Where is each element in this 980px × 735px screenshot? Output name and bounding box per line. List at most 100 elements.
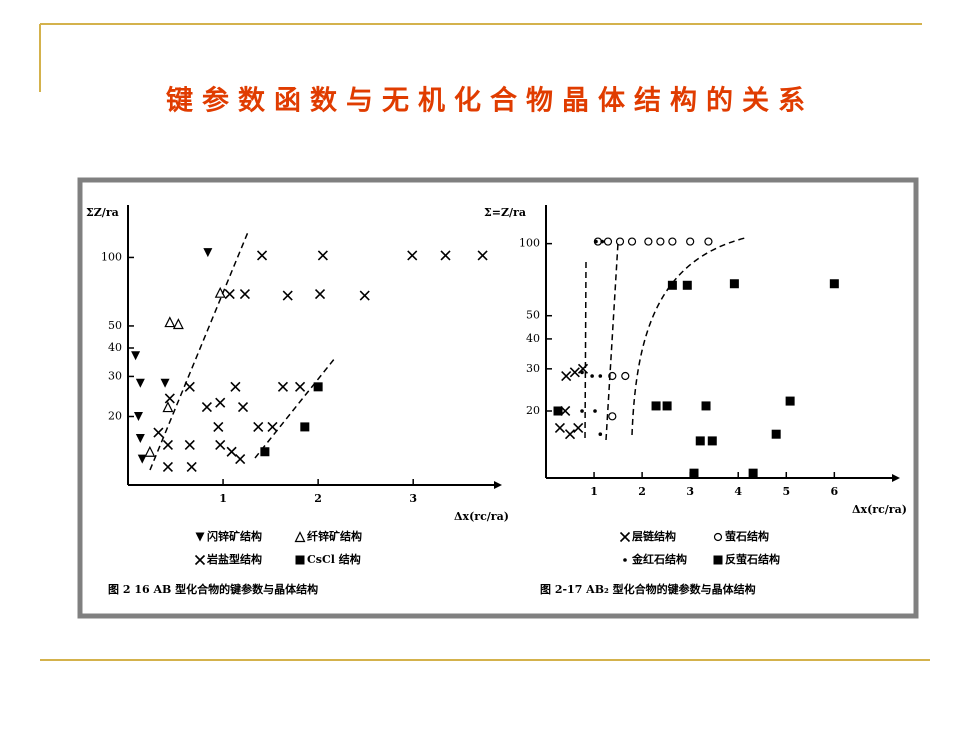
x-axis-label: Δx(rc/ra) bbox=[852, 503, 907, 516]
caption: 图 2-17 AB₂ 型化合物的键参数与晶体结构 bbox=[540, 582, 756, 596]
point bbox=[590, 374, 594, 378]
point bbox=[359, 290, 370, 301]
point bbox=[313, 382, 323, 392]
point bbox=[608, 412, 617, 421]
point bbox=[829, 279, 839, 289]
point bbox=[237, 402, 249, 413]
point bbox=[131, 351, 141, 361]
y-tick-label: 100 bbox=[101, 250, 122, 263]
point bbox=[235, 454, 246, 465]
point bbox=[598, 432, 603, 436]
slide-title: 键参数函数与无机化合物晶体结构的关系 bbox=[166, 85, 814, 117]
point bbox=[407, 250, 418, 261]
point bbox=[153, 427, 164, 438]
point bbox=[440, 250, 451, 261]
legend-label: 萤石结构 bbox=[725, 529, 769, 543]
point bbox=[577, 363, 589, 374]
point bbox=[729, 279, 739, 289]
legend-marker bbox=[294, 531, 306, 543]
point bbox=[477, 250, 488, 261]
point bbox=[573, 422, 584, 433]
point bbox=[162, 461, 173, 473]
point bbox=[184, 381, 195, 392]
point bbox=[689, 468, 699, 478]
point bbox=[162, 439, 173, 450]
legend-label: 反萤石结构 bbox=[725, 552, 780, 566]
point bbox=[226, 446, 237, 457]
point bbox=[201, 402, 212, 413]
caption: 图 2 16 AB 型化合物的键参数与晶体结构 bbox=[108, 582, 318, 596]
y-tick-label: 20 bbox=[526, 404, 540, 417]
point bbox=[224, 289, 235, 300]
legend-marker bbox=[713, 532, 723, 542]
y-tick-label: 20 bbox=[108, 409, 122, 422]
point bbox=[771, 429, 781, 439]
point bbox=[656, 237, 665, 246]
y-tick-label: 30 bbox=[108, 369, 122, 382]
x-axis-label: Δx(rc/ra) bbox=[454, 510, 509, 523]
point bbox=[300, 422, 310, 432]
legend-marker bbox=[623, 558, 627, 562]
legend-marker bbox=[194, 554, 206, 566]
x-tick-label: 5 bbox=[782, 485, 790, 498]
point bbox=[213, 421, 224, 432]
x-tick-label: 1 bbox=[590, 485, 598, 498]
point bbox=[594, 239, 598, 244]
y-tick-label: 50 bbox=[526, 309, 540, 322]
point bbox=[600, 239, 605, 244]
point bbox=[667, 280, 677, 290]
legend-marker bbox=[619, 531, 631, 543]
y-axis-label: ΣZ/ra bbox=[86, 206, 119, 219]
y-tick-label: 40 bbox=[526, 332, 540, 345]
legend-label: CsCl 结构 bbox=[307, 552, 361, 566]
point bbox=[253, 421, 264, 432]
y-tick-label: 50 bbox=[108, 319, 122, 332]
figure-frame bbox=[77, 177, 919, 619]
legend-marker bbox=[295, 555, 305, 565]
x-tick-label: 6 bbox=[831, 485, 839, 498]
point bbox=[203, 248, 213, 258]
point bbox=[598, 374, 603, 378]
point bbox=[615, 237, 625, 246]
point bbox=[564, 429, 576, 440]
point bbox=[603, 237, 613, 246]
point bbox=[239, 289, 250, 300]
x-tick-label: 3 bbox=[409, 492, 417, 505]
point bbox=[621, 371, 630, 381]
y-axis-label: Σ=Z/ra bbox=[484, 206, 526, 219]
x-tick-label: 2 bbox=[314, 492, 322, 505]
point bbox=[164, 393, 175, 404]
legend-label: 金红石结构 bbox=[631, 552, 687, 566]
legend-marker bbox=[195, 532, 205, 542]
point bbox=[215, 397, 226, 408]
x-tick-label: 1 bbox=[219, 492, 227, 505]
point bbox=[668, 237, 677, 246]
point bbox=[144, 445, 156, 457]
point bbox=[282, 290, 293, 301]
point bbox=[164, 316, 176, 328]
point bbox=[317, 250, 328, 261]
point bbox=[561, 370, 572, 382]
point bbox=[267, 421, 278, 432]
point bbox=[230, 381, 241, 392]
point bbox=[662, 401, 672, 411]
x-arrow bbox=[494, 481, 502, 489]
point bbox=[162, 401, 174, 413]
x-tick-label: 3 bbox=[686, 485, 694, 498]
point bbox=[701, 401, 711, 411]
point bbox=[569, 367, 580, 378]
point bbox=[295, 381, 306, 392]
point bbox=[133, 411, 143, 421]
point bbox=[172, 318, 184, 330]
y-tick-label: 40 bbox=[108, 341, 122, 354]
point bbox=[608, 371, 617, 381]
x-tick-label: 2 bbox=[638, 485, 646, 498]
point bbox=[214, 286, 226, 298]
point bbox=[580, 370, 584, 375]
point bbox=[593, 409, 597, 413]
point bbox=[184, 439, 195, 450]
point bbox=[627, 237, 637, 246]
point bbox=[580, 409, 584, 413]
